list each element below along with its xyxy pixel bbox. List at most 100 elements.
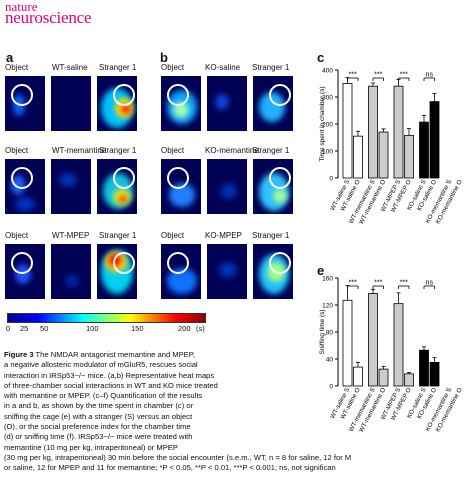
cage-ring-icon — [167, 167, 189, 189]
y-tick-label: 40 — [326, 357, 334, 364]
y-tick-label: 200 — [322, 122, 333, 129]
significance-label: ns — [426, 280, 434, 287]
panel-c-label: c — [317, 50, 325, 65]
heatmap-label-condition: WT-MPEP — [52, 231, 90, 240]
heatmap-blob — [221, 183, 237, 199]
significance-label: ns — [426, 72, 434, 79]
heatmap-cell — [161, 244, 201, 299]
bar — [393, 85, 404, 179]
heatmap-label-object: Object — [161, 146, 185, 155]
y-tick-label: 160 — [322, 276, 333, 283]
heatmap-label-object: Object — [161, 231, 185, 240]
cage-ring-icon — [11, 252, 33, 274]
cage-ring-icon — [269, 252, 291, 274]
caption-line: with memantine or MPEP. (c–f) Quantifica… — [4, 391, 462, 401]
heatmap-blob — [273, 189, 287, 203]
cage-ring-icon — [11, 167, 33, 189]
caption-line: memantine (10 mg per kg, intraperitoneal… — [4, 443, 462, 453]
y-tick-label: 80 — [326, 330, 334, 337]
bar — [404, 373, 414, 387]
caption-text: memantine (10 mg per kg, intraperitoneal… — [4, 442, 178, 452]
heatmap-cell — [253, 76, 293, 131]
journal-logo-line1: nature — [5, 0, 38, 14]
heatmap-cell — [207, 76, 247, 131]
significance-label: *** — [374, 280, 382, 287]
heatmap-label-condition: WT-saline — [52, 63, 88, 72]
heatmap-label-condition: KO-MPEP — [205, 231, 242, 240]
heatmap-cell — [5, 244, 45, 299]
heatmap-blob — [119, 195, 127, 203]
caption-line: in a and b, as shown by the time spent i… — [4, 401, 462, 411]
heatmap-cell — [161, 159, 201, 214]
bar — [368, 85, 378, 179]
heatmap-label-stranger: Stranger 1 — [99, 146, 137, 155]
caption-text: in a and b, as shown by the time spent i… — [4, 401, 194, 411]
heatmap-cell — [207, 244, 247, 299]
cage-ring-icon — [269, 167, 291, 189]
cage-ring-icon — [167, 252, 189, 274]
caption-text: or saline, 12 for MPEP and 11 for memant… — [4, 463, 336, 473]
heatmap-label-stranger: Stranger 1 — [252, 146, 290, 155]
colorbar-tick: 100 — [86, 324, 99, 333]
caption-line: (O), or the social preference index for … — [4, 422, 462, 432]
colorbar-tick: 150 — [131, 324, 144, 333]
y-tick-label: 120 — [322, 303, 333, 310]
cage-ring-icon — [269, 84, 291, 106]
heatmap-label-object: Object — [5, 63, 29, 72]
y-tick-label: 0 — [329, 384, 333, 391]
significance-label: *** — [349, 280, 357, 287]
heatmap-cell — [161, 76, 201, 131]
cage-ring-icon — [167, 84, 189, 106]
heatmap-cell — [5, 76, 45, 131]
caption-line: of three-chamber social interactions in … — [4, 381, 462, 391]
caption-line: interaction in IRSp53−/− mice. (a,b) Rep… — [4, 371, 462, 381]
significance-label: *** — [349, 72, 357, 79]
caption-text: (d) or sniffing time (f). IRSp53−/− mice… — [4, 432, 193, 442]
bar — [404, 134, 414, 179]
heatmap-blob — [121, 104, 131, 114]
bar — [378, 131, 389, 179]
y-tick-label: 0 — [329, 176, 333, 183]
figure-caption: Figure 3 The NMDAR antagonist memantine … — [4, 350, 462, 474]
heatmap-label-object: Object — [161, 63, 185, 72]
colorbar-tick: 200 — [178, 324, 191, 333]
heatmap-blob — [15, 197, 35, 211]
significance-label: *** — [400, 280, 408, 287]
heatmap-blob — [173, 102, 189, 118]
heatmap-cell — [51, 159, 91, 214]
y-axis-label: Sniffing time (s) — [319, 309, 326, 354]
heatmap-cell — [97, 244, 137, 299]
journal-logo-line2: neuroscience — [5, 8, 92, 27]
heatmap-cell — [253, 244, 293, 299]
significance-label: *** — [374, 72, 382, 79]
heatmap-label-stranger: Stranger 1 — [99, 63, 137, 72]
cage-ring-icon — [113, 252, 135, 274]
caption-line: a negative allosteric modulator of mGluR… — [4, 360, 462, 370]
heatmap-blob — [215, 94, 229, 110]
cage-ring-icon — [113, 167, 135, 189]
caption-text: (30 mg per kg, intraperitoneal) 30 min b… — [4, 452, 352, 462]
heatmap-blob — [65, 274, 79, 288]
caption-line: (d) or sniffing time (f). IRSp53−/− mice… — [4, 432, 462, 442]
heatmap-label-object: Object — [5, 231, 29, 240]
heatmap-label-condition: KO-memantine — [205, 146, 259, 155]
cage-ring-icon — [113, 84, 135, 106]
caption-text: sniffing the cage (e) with a stranger (S… — [4, 411, 193, 421]
colorbar-tick: 50 — [40, 324, 49, 333]
heatmap-label-stranger: Stranger 1 — [99, 231, 137, 240]
heatmap-cell — [97, 159, 137, 214]
heatmap-cell — [253, 159, 293, 214]
heatmap-cell — [97, 76, 137, 131]
caption-text: with memantine or MPEP. (c–f) Quantifica… — [4, 391, 203, 401]
caption-line: Figure 3 The NMDAR antagonist memantine … — [4, 350, 462, 360]
heatmap-cell — [207, 159, 247, 214]
cage-ring-icon — [11, 84, 33, 106]
bar — [419, 121, 429, 179]
heatmap-label-condition: KO-saline — [205, 63, 241, 72]
significance-label: *** — [400, 72, 408, 79]
heatmap-label-stranger: Stranger 1 — [252, 231, 290, 240]
y-tick-label: 300 — [322, 95, 333, 102]
panel-b-label: b — [160, 50, 168, 65]
colorbar-unit: (s) — [196, 324, 205, 333]
